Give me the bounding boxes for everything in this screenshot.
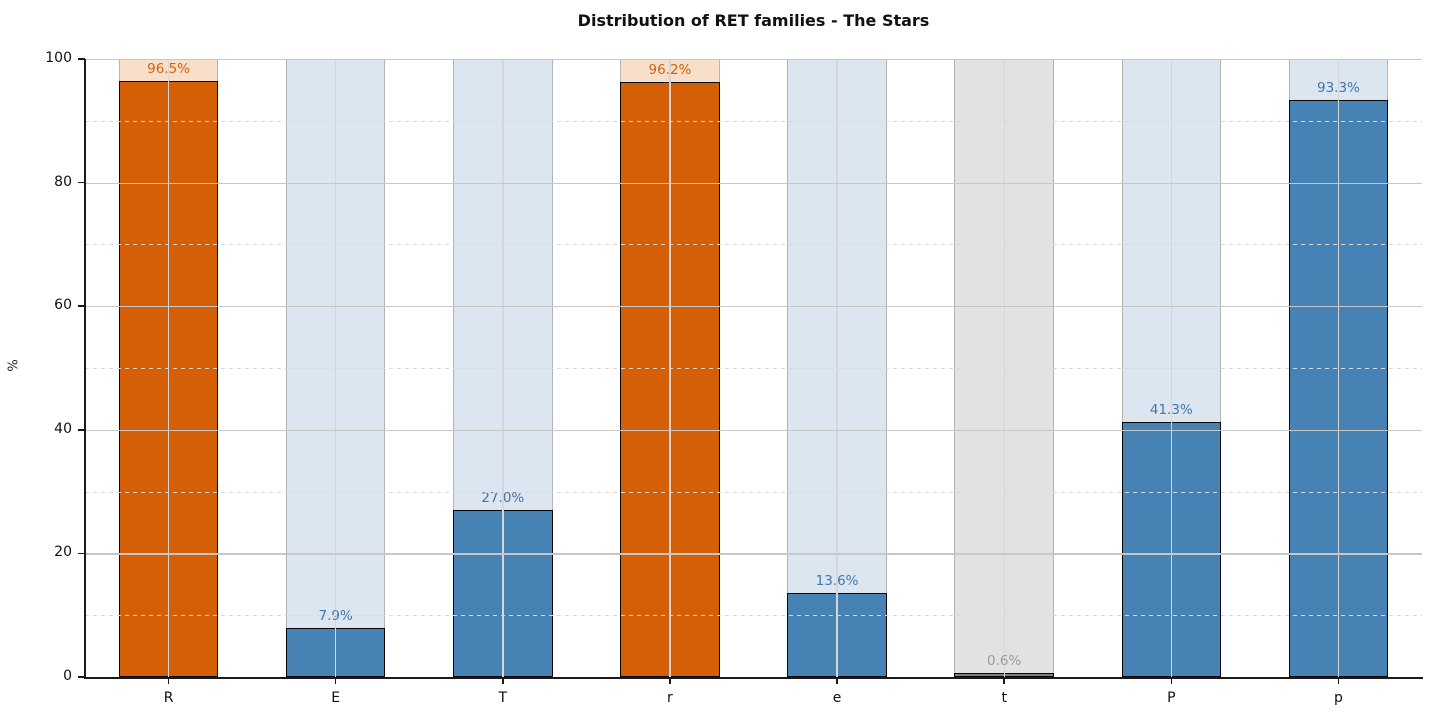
y-axis-ticks: 0 20 40 60 80 100 bbox=[0, 50, 85, 684]
y-tick-label: 60 bbox=[54, 297, 72, 314]
x-tick-label: T bbox=[498, 690, 508, 706]
bar-column-E: 7.9% E bbox=[252, 59, 419, 706]
y-tick-label: 40 bbox=[54, 420, 72, 437]
y-tick-mark bbox=[78, 58, 85, 60]
bar-value-label: 96.2% bbox=[648, 62, 692, 79]
x-tick-mark bbox=[669, 679, 671, 684]
bar-value-label: 93.3% bbox=[1316, 80, 1360, 97]
bar-center-gridline bbox=[167, 59, 170, 677]
bar-value-label: 7.9% bbox=[318, 608, 353, 625]
plot-area: 96.5% R 7.9% E 27.0% T 96.2% r 13.6% e 0.6% t 41.3% P… bbox=[84, 59, 1423, 706]
x-tick-mark bbox=[1337, 679, 1340, 684]
x-tick-mark bbox=[334, 679, 337, 684]
bar-value-label: 27.0% bbox=[481, 490, 525, 507]
x-tick-label: R bbox=[163, 690, 174, 706]
x-tick-label: p bbox=[1333, 690, 1343, 706]
bar-column-R: 96.5% R bbox=[85, 59, 252, 706]
x-tick-mark bbox=[1170, 679, 1173, 684]
bar-value-label: 41.3% bbox=[1149, 401, 1193, 418]
bars-container: 96.5% R 7.9% E 27.0% T 96.2% r 13.6% e 0.6% t 41.3% P… bbox=[85, 59, 1422, 706]
x-axis-spine bbox=[84, 677, 1423, 679]
bar-center-gridline bbox=[669, 59, 671, 677]
bar-column-t: 0.6% t bbox=[921, 59, 1088, 706]
bar-center-gridline bbox=[1337, 59, 1340, 677]
y-tick-mark bbox=[78, 676, 85, 678]
x-tick-label: r bbox=[667, 690, 673, 706]
x-tick-mark bbox=[502, 679, 504, 684]
x-tick-label: E bbox=[331, 690, 341, 706]
y-tick-mark bbox=[78, 552, 85, 555]
bar-column-P: 41.3% P bbox=[1088, 59, 1255, 706]
y-tick-label: 0 bbox=[63, 668, 72, 684]
bar-value-label: 13.6% bbox=[815, 572, 859, 589]
y-tick-label: 20 bbox=[54, 544, 72, 561]
bar-center-gridline bbox=[335, 59, 337, 677]
bar-value-label: 0.6% bbox=[987, 653, 1022, 670]
chart-title: Distribution of RET families - The Stars bbox=[577, 11, 930, 30]
y-tick-label: 80 bbox=[54, 173, 72, 190]
y-tick-label: 100 bbox=[45, 50, 72, 66]
x-tick-mark bbox=[836, 679, 838, 684]
bar-column-r: 96.2% r bbox=[586, 59, 753, 706]
bar-center-gridline bbox=[1170, 59, 1173, 677]
y-tick-mark bbox=[78, 305, 85, 307]
x-tick-label: P bbox=[1167, 690, 1176, 706]
y-axis-spine bbox=[84, 59, 86, 677]
bar-center-gridline bbox=[1003, 59, 1005, 677]
bar-column-p: 93.3% p bbox=[1255, 59, 1422, 706]
x-tick-label: t bbox=[1001, 690, 1007, 706]
y-tick-mark bbox=[78, 429, 85, 431]
bar-center-gridline bbox=[502, 59, 504, 677]
bar-column-e: 13.6% e bbox=[754, 59, 921, 706]
bar-value-label: 96.5% bbox=[147, 60, 190, 77]
x-tick-mark bbox=[1003, 679, 1005, 684]
bar-column-T: 27.0% T bbox=[419, 59, 586, 706]
y-tick-mark bbox=[78, 181, 85, 184]
x-tick-label: e bbox=[832, 690, 842, 706]
x-tick-mark bbox=[167, 679, 170, 684]
